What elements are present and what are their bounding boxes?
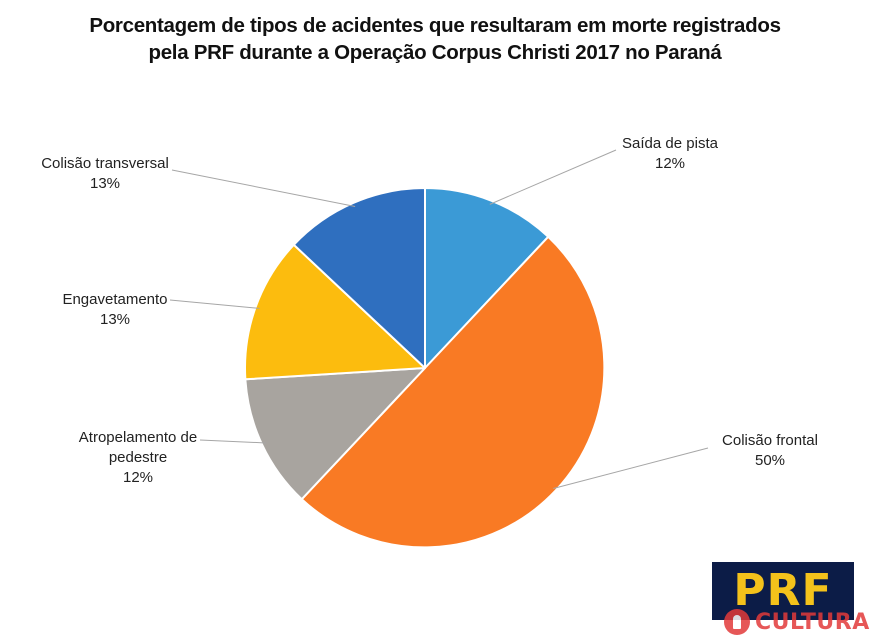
- cultura-watermark: CULTURA: [724, 608, 870, 636]
- label-atropelamento-value: 12%: [122, 469, 154, 486]
- leader-line-engavetamento: [169, 299, 260, 309]
- label-saida-de-pista: Saída de pista 12%: [600, 134, 740, 174]
- label-engavetamento-name: Engavetamento: [62, 291, 168, 308]
- label-colisao-frontal: Colisão frontal 50%: [700, 431, 840, 471]
- label-engavetamento: Engavetamento 13%: [40, 290, 190, 330]
- chart-title-line-1: Porcentagem de tipos de acidentes que re…: [89, 14, 781, 37]
- label-atropelamento-name-2: pedestre: [108, 449, 168, 466]
- prf-logo: PRF: [712, 562, 854, 620]
- pie-slice-saida-de-pista: [424, 187, 550, 369]
- chart-title-line-2: pela PRF durante a Operação Corpus Chris…: [148, 41, 722, 64]
- label-colisao-frontal-name: Colisão frontal: [722, 432, 818, 449]
- leader-line-saida-de-pista: [489, 149, 617, 205]
- label-engavetamento-value: 13%: [99, 311, 131, 328]
- label-saida-de-pista-value: 12%: [654, 155, 686, 172]
- chart-title: Porcentagem de tipos de acidentes que re…: [0, 12, 870, 66]
- label-colisao-transversal: Colisão transversal 13%: [20, 154, 190, 194]
- cultura-watermark-text: CULTURA: [755, 609, 870, 635]
- prf-logo-text: PRF: [733, 565, 833, 616]
- label-atropelamento-name-1: Atropelamento de: [78, 429, 198, 446]
- leader-line-colisao-frontal: [553, 447, 709, 489]
- pie-slice-atropelamento: [244, 367, 426, 501]
- leader-line-colisao-transversal: [171, 169, 356, 207]
- label-colisao-transversal-value: 13%: [89, 175, 121, 192]
- label-saida-de-pista-name: Saída de pista: [622, 135, 718, 152]
- label-colisao-frontal-value: 50%: [754, 452, 786, 469]
- label-colisao-transversal-name: Colisão transversal: [41, 155, 169, 172]
- pie-slice-colisao-frontal: [300, 235, 606, 549]
- label-atropelamento: Atropelamento de pedestre 12%: [58, 428, 218, 488]
- leader-line-atropelamento: [199, 439, 266, 444]
- pie-slice-engavetamento: [244, 243, 426, 381]
- pie-slice-colisao-transversal: [292, 187, 426, 369]
- microphone-icon: [724, 609, 750, 635]
